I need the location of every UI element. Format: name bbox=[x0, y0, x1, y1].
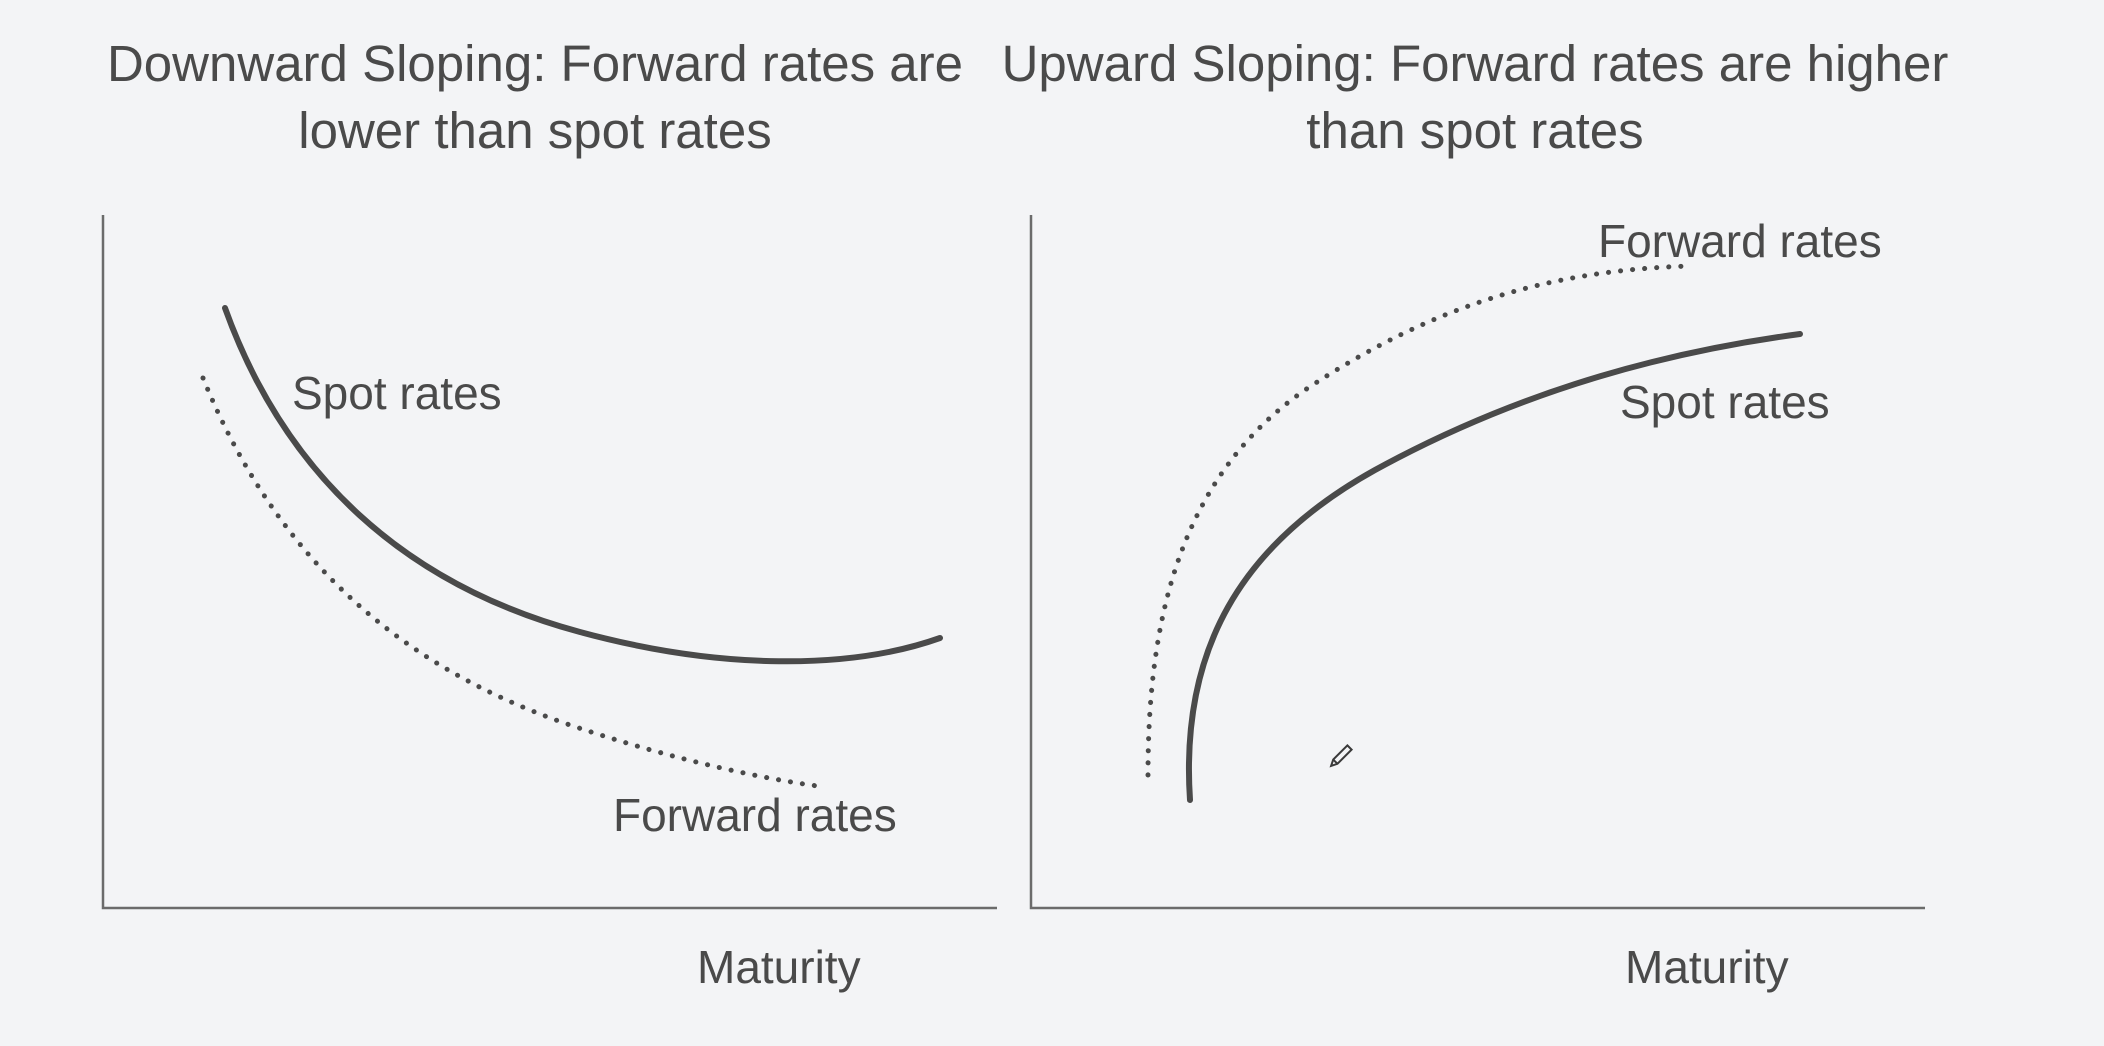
right-axes bbox=[1029, 215, 1925, 910]
right-spot-rates-label: Spot rates bbox=[1620, 376, 1830, 428]
pencil-icon bbox=[1329, 743, 1354, 768]
right-forward-rates-label: Forward rates bbox=[1598, 215, 1882, 267]
right-spot-rates-line bbox=[1186, 331, 1803, 803]
right-forward-rates-line bbox=[1145, 263, 1693, 778]
left-forward-rates-label: Forward rates bbox=[613, 789, 897, 841]
chart-title-right: Upward Sloping: Forward rates are higher… bbox=[1001, 35, 1949, 159]
chart-right: Forward rates Spot rates Maturity bbox=[1029, 215, 1925, 993]
chart-left: Spot rates Forward rates Maturity bbox=[101, 215, 997, 993]
left-x-axis-label: Maturity bbox=[697, 941, 861, 993]
left-spot-rates-label: Spot rates bbox=[292, 367, 502, 419]
chart-title-left: Downward Sloping: Forward rates are lowe… bbox=[106, 35, 964, 159]
left-spot-rates-line bbox=[222, 305, 943, 665]
left-axes bbox=[101, 215, 997, 910]
right-x-axis-label: Maturity bbox=[1625, 941, 1789, 993]
left-forward-rates-line bbox=[200, 375, 828, 790]
